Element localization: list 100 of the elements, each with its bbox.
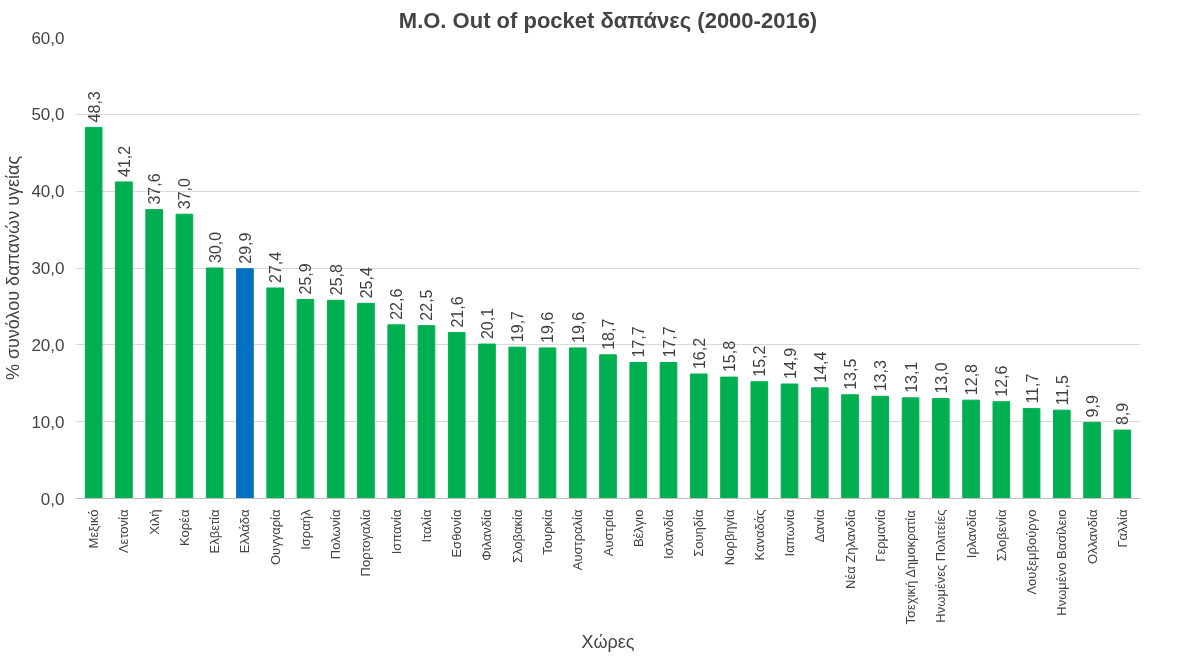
x-tick-label: Μεξικό <box>86 509 102 549</box>
x-tick-label: Ιταλία <box>418 509 434 543</box>
data-label: 13,5 <box>842 358 860 390</box>
x-tick-label: Πορτογαλία <box>358 509 374 577</box>
x-tick-label: Νορβηγία <box>721 509 737 566</box>
bar <box>417 325 436 499</box>
bar <box>568 347 587 499</box>
data-label: 14,4 <box>811 351 829 383</box>
data-label: 30,0 <box>206 231 224 263</box>
data-label: 22,6 <box>388 288 406 320</box>
x-tick-label: Γαλλία <box>1114 509 1130 548</box>
chart-title: M.O. Out of pocket δαπάνες (2000-2016) <box>398 7 818 33</box>
data-label: 13,1 <box>902 361 920 393</box>
bar <box>326 299 345 499</box>
data-label: 21,6 <box>448 296 466 328</box>
bar <box>296 299 315 499</box>
data-label: 11,5 <box>1053 375 1071 406</box>
x-tick-label: Ισλανδία <box>661 509 677 560</box>
data-label: 17,7 <box>630 326 648 358</box>
bar <box>538 347 557 499</box>
data-label: 12,8 <box>963 363 981 396</box>
data-label: 37,6 <box>146 173 164 205</box>
bar <box>962 399 980 499</box>
bar <box>145 209 163 499</box>
y-tick-label: 20,0 <box>31 335 65 355</box>
bar <box>478 343 496 499</box>
x-tick-label: Χιλή <box>146 509 162 535</box>
data-label: 20,1 <box>478 307 496 340</box>
x-tick-label: Σλοβενία <box>993 509 1009 562</box>
data-label: 16,2 <box>690 337 708 370</box>
bar <box>357 302 375 499</box>
data-label: 22,5 <box>418 289 436 321</box>
bar <box>810 387 829 499</box>
x-tick-label: Ηνωμένες Πολιτείες <box>933 509 949 623</box>
bar <box>387 324 406 499</box>
data-label: 15,8 <box>721 340 739 373</box>
x-tick-label: Σλοβακία <box>509 509 525 563</box>
bar <box>1083 421 1101 499</box>
data-label: 18,7 <box>600 318 617 350</box>
bar <box>599 354 617 499</box>
data-label: 9,9 <box>1084 395 1102 418</box>
data-label: 27,4 <box>267 251 285 283</box>
data-label: 19,6 <box>569 311 587 343</box>
y-axis-title: % συνόλου δαπανών υγείας <box>3 155 24 381</box>
bar <box>84 126 103 499</box>
bar <box>1022 408 1041 499</box>
data-label: 41,2 <box>115 145 133 177</box>
x-tick-label: Φιλανδία <box>479 509 495 561</box>
y-tick-label: 50,0 <box>31 105 65 125</box>
y-tick-label: 60,0 <box>31 28 65 48</box>
data-label: 29,9 <box>236 232 254 264</box>
x-tick-label: Λουξεμβούργο <box>1024 509 1040 595</box>
x-tick-label: Ηνωμένο Βασίλειο <box>1054 509 1070 616</box>
x-tick-label: Νέα Ζηλανδία <box>842 509 858 589</box>
bar <box>447 332 466 499</box>
x-tick-label: Ελβετία <box>207 509 223 554</box>
data-label: 19,7 <box>509 310 527 343</box>
bar <box>629 362 648 499</box>
bar <box>992 401 1011 499</box>
x-tick-label: Ισπανία <box>388 509 404 555</box>
bar <box>720 376 738 499</box>
data-label: 25,9 <box>297 263 315 295</box>
x-tick-label: Ιαπωνία <box>782 509 798 557</box>
bar <box>205 267 224 499</box>
bar <box>266 287 285 499</box>
x-tick-label: Γερμανία <box>872 509 888 562</box>
x-tick-label: Ελλάδα <box>237 509 253 554</box>
bar <box>508 346 527 499</box>
y-tick-label: 30,0 <box>31 259 65 278</box>
x-tick-label: Ουγγαρία <box>267 509 283 566</box>
y-tick-label: 40,0 <box>31 182 65 202</box>
bar <box>1113 429 1132 499</box>
bar <box>689 373 708 499</box>
x-tick-label: Τσεχική Δημοκρατία <box>903 509 919 625</box>
bar <box>780 383 799 499</box>
y-tick-label: 10,0 <box>31 412 65 432</box>
x-tick-label: Σουηδία <box>691 509 707 557</box>
x-tick-label: Εσθονία <box>449 509 465 558</box>
bar <box>1053 409 1071 499</box>
data-label: 15,2 <box>751 345 769 377</box>
bar <box>901 397 920 499</box>
x-tick-label: Πολωνία <box>328 509 344 560</box>
bar <box>931 398 950 499</box>
x-tick-label: Αυστραλία <box>570 509 586 571</box>
x-tick-label: Κορέα <box>176 509 192 546</box>
x-tick-label: Τουρκία <box>539 509 555 555</box>
x-tick-label: Δανία <box>812 509 828 543</box>
data-label: 14,9 <box>781 347 799 380</box>
bar <box>841 394 859 499</box>
data-label: 48,3 <box>85 91 103 123</box>
x-tick-label: Βέλγιο <box>630 509 646 548</box>
x-tick-label: Ισραήλ <box>297 509 313 550</box>
x-tick-label: Αυστρία <box>600 509 616 557</box>
data-label: 25,8 <box>327 264 345 296</box>
data-label: 8,9 <box>1114 402 1132 426</box>
x-axis-title: Χώρες <box>581 632 635 653</box>
data-label: 13,3 <box>872 360 890 392</box>
x-tick-label: Λετονία <box>116 509 132 554</box>
data-label: 37,0 <box>176 177 194 210</box>
data-label: 13,0 <box>932 362 950 394</box>
